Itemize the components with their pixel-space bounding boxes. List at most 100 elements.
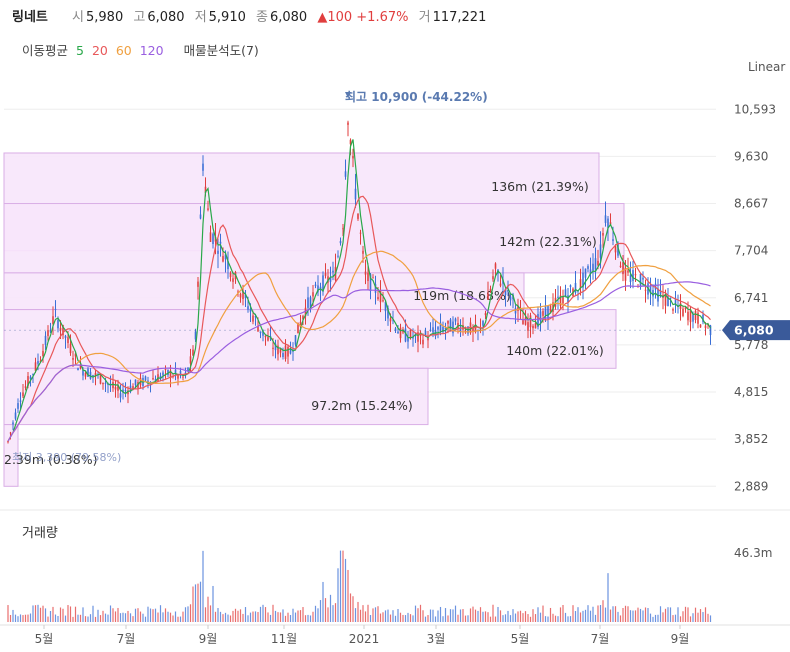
- volume-bar: [402, 614, 404, 622]
- volume-bar: [639, 608, 642, 622]
- volume-bar: [349, 593, 352, 622]
- volume-bar: [637, 607, 639, 622]
- ma60-label[interactable]: 60: [115, 43, 132, 58]
- candle-body: [14, 412, 17, 419]
- candle-body: [674, 298, 677, 304]
- volume-bar: [39, 607, 42, 622]
- volume-bar: [412, 615, 414, 622]
- candle-body: [447, 320, 449, 324]
- candle-body: [667, 296, 669, 307]
- volume-bar: [612, 606, 614, 622]
- volume-bar: [657, 614, 659, 622]
- volume-bar: [309, 615, 312, 622]
- volume-profile-bar: [3, 309, 617, 369]
- ma120-label[interactable]: 120: [139, 43, 164, 58]
- volume-bar: [252, 611, 254, 622]
- volume-bar: [489, 616, 492, 622]
- volume-bar: [694, 607, 697, 622]
- candle-body: [642, 277, 644, 280]
- candle-body: [297, 322, 299, 334]
- volume-bar: [447, 615, 449, 622]
- volume-profile-label: 136m (21.39%): [491, 179, 588, 194]
- volume-profile-label: 2.39m (0.38%): [4, 452, 97, 467]
- candle-body: [382, 300, 384, 302]
- volume-bar: [324, 598, 327, 622]
- candle-body: [42, 350, 44, 357]
- volume-bar: [137, 608, 139, 622]
- volume-bar: [77, 614, 79, 622]
- volume-bar: [82, 607, 84, 622]
- volume-bar: [617, 611, 619, 622]
- volume-bar: [234, 608, 237, 622]
- volume-bar: [564, 612, 567, 622]
- volume-bar: [12, 609, 14, 622]
- volume-bar: [392, 610, 394, 622]
- candle-body: [544, 306, 547, 316]
- volume-bar: [34, 605, 37, 622]
- volume-bar: [534, 614, 537, 622]
- candle-body: [232, 278, 234, 282]
- moving-average-legend[interactable]: 이동평균 5 20 60 120 매물분석도(7): [22, 40, 263, 59]
- volume-bar: [72, 616, 74, 622]
- candle-body: [344, 171, 347, 177]
- volume-bar: [152, 609, 154, 622]
- scale-label: Linear: [748, 60, 785, 74]
- volume-bar: [24, 614, 27, 622]
- volume-bar: [357, 601, 359, 622]
- volume-bar: [254, 611, 257, 622]
- volume-bar: [519, 610, 522, 622]
- ma20-label[interactable]: 20: [91, 43, 108, 58]
- volume-bar: [422, 610, 424, 622]
- candle-body: [262, 329, 264, 336]
- volume-bar: [262, 604, 264, 622]
- volume-bar: [464, 615, 467, 622]
- volume-bar: [222, 614, 224, 622]
- volume-bar: [572, 605, 574, 622]
- volume-bar: [444, 608, 447, 622]
- volume-bar: [159, 605, 162, 622]
- candle-body: [169, 370, 172, 379]
- volume-bar: [119, 613, 122, 622]
- volume-bar: [232, 610, 234, 622]
- candle-body: [74, 353, 77, 357]
- volume-bar: [182, 611, 184, 622]
- y-tick-label: 8,667: [734, 197, 768, 211]
- volume-bar: [282, 609, 284, 622]
- x-tick-label: 9월: [199, 632, 218, 646]
- volume-bar: [577, 607, 579, 622]
- low-label: 저: [194, 10, 207, 25]
- volume-bar: [237, 610, 239, 622]
- candle-body: [49, 331, 52, 333]
- volume-profile-toggle[interactable]: 매물분석도(7): [183, 43, 259, 58]
- ma120-line: [7, 281, 711, 442]
- volume-bar: [642, 610, 644, 622]
- volume-bar: [299, 610, 302, 622]
- volume-bar: [397, 609, 399, 622]
- volume-bar: [582, 610, 584, 622]
- volume-bar: [387, 609, 389, 622]
- volume-bar: [94, 616, 97, 622]
- volume-bar: [177, 616, 179, 622]
- candle-body: [69, 343, 72, 354]
- volume-bar: [239, 609, 242, 622]
- x-tick-label: 5월: [511, 632, 530, 646]
- candle-body: [152, 378, 154, 380]
- candle-body: [122, 389, 124, 393]
- candle-body: [282, 353, 284, 358]
- ma5-label[interactable]: 5: [76, 43, 84, 58]
- volume-profile-label: 119m (18.68%): [413, 288, 510, 303]
- volume-bar: [539, 612, 542, 622]
- candle-body: [527, 322, 529, 331]
- candle-body: [277, 345, 279, 355]
- volume-bar: [354, 608, 357, 622]
- candle-body: [454, 318, 457, 322]
- candle-body: [54, 308, 57, 310]
- volume-bar: [664, 608, 667, 622]
- volume-bar: [709, 615, 712, 622]
- candle-body: [697, 312, 699, 324]
- volume-bar: [329, 594, 332, 622]
- volume-profile-bar: [3, 272, 525, 311]
- volume-bar: [249, 612, 252, 622]
- candle-body: [422, 339, 424, 345]
